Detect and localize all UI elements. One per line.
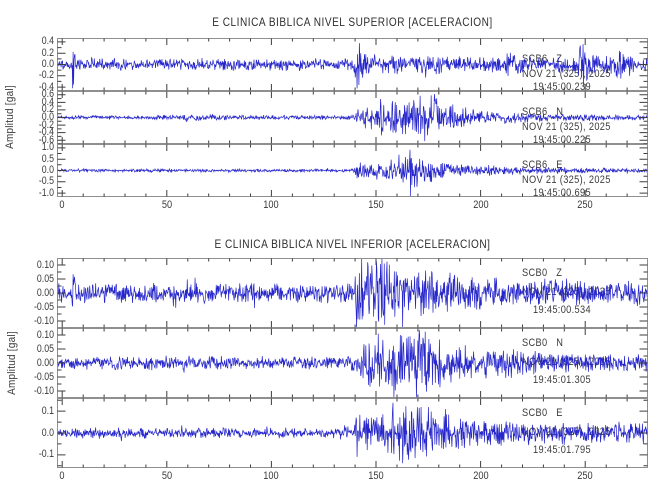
- waveform-SCB0-N: [57, 329, 648, 398]
- y-tick-label: 0.05: [36, 272, 54, 285]
- y-tick-label: 0.4: [41, 95, 54, 108]
- y-tick-label: 1.0: [41, 141, 54, 154]
- y-tick-label: 0.00: [36, 356, 54, 369]
- y-tick-label: 0.4: [41, 35, 54, 48]
- y-tick-label: 0.1: [41, 404, 54, 417]
- waveform-SCB0-E: [57, 402, 648, 464]
- y-tick-label: -0.4: [38, 80, 54, 93]
- x-tick-label: 250: [577, 199, 593, 211]
- y-tick-label: -0.10: [33, 314, 54, 327]
- waveform-SCB6-E: [57, 149, 648, 196]
- trace-SCB0-E: SCB0 E NOV 21 (325), 2025 19:45:01.795: [57, 398, 648, 468]
- y-tick-label: -0.4: [38, 126, 54, 139]
- x-tick-label: 200: [472, 199, 489, 211]
- y-tick-label: -0.10: [33, 384, 54, 397]
- trace-SCB0-N: SCB0 N NOV 21 (325), 2025 19:45:01.305: [57, 328, 648, 398]
- y-tick-label: 0.0: [41, 426, 54, 439]
- y-tick-label: 0.5: [41, 152, 54, 165]
- y-tick-label: 0.6: [41, 88, 54, 101]
- y-tick-label: 0.2: [41, 46, 54, 59]
- y-tick-label: -0.1: [38, 448, 54, 461]
- x-tick-label: 200: [472, 470, 489, 482]
- waveform-SCB6-Z: [57, 43, 648, 89]
- y-tick-label: -0.05: [33, 370, 54, 383]
- y-tick-label: -0.05: [33, 300, 54, 313]
- panel-title-inferior: E CLINICA BIBLICA NIVEL INFERIOR [ACELER…: [214, 237, 491, 251]
- y-tick-label: 0.05: [36, 342, 54, 355]
- y-tick-label: 0.0: [41, 111, 54, 123]
- y-tick-label: -0.2: [38, 69, 54, 82]
- y-tick-label: 0.2: [41, 103, 54, 116]
- x-tick-label: 50: [161, 470, 172, 482]
- x-tick-label: 100: [263, 470, 280, 482]
- y-tick-label: -0.2: [38, 118, 54, 131]
- waveform-SCB6-N: [57, 93, 648, 142]
- y-tick-label: 0.0: [41, 164, 54, 176]
- x-tick-label: 150: [368, 470, 384, 482]
- y-tick-label: -1.0: [38, 186, 54, 199]
- x-tick-label: 100: [263, 199, 280, 211]
- trace-SCB6-N: SCB6 N NOV 21 (325), 2025 19:45:00.225: [57, 91, 648, 146]
- trace-SCB6-Z: SCB6 Z NOV 21 (325), 2025 19:45:00.239: [57, 38, 648, 93]
- x-tick-label: 150: [368, 199, 384, 211]
- y-tick-label: 0.10: [36, 258, 54, 271]
- x-tick-label: 0: [59, 470, 65, 482]
- y-tick-label: -0.6: [38, 133, 54, 146]
- y-tick-label: 0.10: [36, 328, 54, 341]
- waveform-SCB0-Z: [57, 258, 648, 328]
- x-tick-label: 50: [161, 199, 172, 211]
- y-tick-label: 0.0: [41, 58, 54, 70]
- y-tick-label: -0.5: [38, 175, 54, 188]
- x-tick-label: 0: [59, 199, 65, 211]
- trace-SCB0-Z: SCB0 Z NOV 21 (325), 2025 19:45:00.534: [57, 258, 648, 328]
- panel-title-superior: E CLINICA BIBLICA NIVEL SUPERIOR [ACELER…: [212, 15, 493, 29]
- trace-SCB6-E: SCB6 E NOV 21 (325), 2025 19:45:00.695: [57, 144, 648, 199]
- y-tick-label: 0.00: [36, 286, 54, 299]
- x-tick-label: 250: [577, 470, 593, 482]
